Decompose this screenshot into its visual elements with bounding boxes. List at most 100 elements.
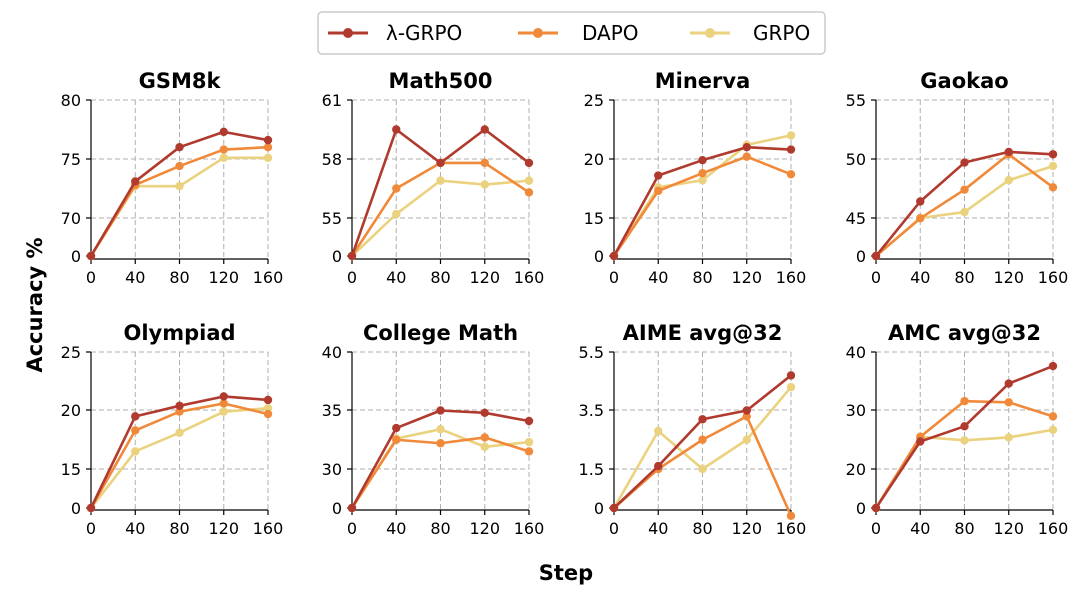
data-point-lambda-grpo: [916, 437, 925, 446]
data-point-lambda-grpo: [1004, 147, 1013, 157]
data-point-dapo: [1004, 398, 1013, 407]
data-point-lambda-grpo: [131, 412, 140, 421]
data-point-grpo: [1048, 161, 1058, 171]
data-point-lambda-grpo: [392, 423, 401, 433]
data-point-dapo: [654, 186, 663, 196]
data-point-dapo: [480, 433, 489, 442]
x-tick-label: 40: [125, 268, 145, 287]
data-point-grpo: [392, 209, 401, 219]
panel-amc-avg-32: AMC avg@32 0 20 30 40 0 40 80 120 160: [846, 321, 1069, 538]
data-point-lambda-grpo: [1048, 150, 1058, 159]
y-tick-label: 15: [61, 460, 81, 479]
data-point-lambda-grpo: [131, 177, 140, 186]
x-tick-label: 80: [430, 519, 450, 538]
y-tick-label: 15: [584, 209, 604, 228]
data-point-lambda-grpo: [347, 251, 357, 261]
data-point-grpo: [436, 176, 445, 185]
x-tick-label: 80: [430, 268, 450, 287]
x-tick-label: 0: [871, 268, 881, 287]
x-tick-label: 40: [910, 268, 930, 287]
data-point-grpo: [436, 425, 445, 434]
data-point-grpo: [786, 131, 796, 140]
legend-label-grpo: GRPO: [753, 21, 810, 45]
x-tick-label: 120: [208, 268, 239, 287]
data-point-lambda-grpo: [654, 461, 663, 471]
y-tick-label: 20: [61, 401, 81, 420]
x-tick-label: 160: [776, 268, 807, 287]
data-point-lambda-grpo: [175, 401, 184, 411]
data-point-dapo: [131, 426, 140, 435]
data-point-dapo: [524, 188, 534, 197]
y-tick-label: 30: [322, 460, 342, 479]
legend-marker-lambda-grpo: [343, 28, 353, 38]
data-point-dapo: [263, 143, 273, 152]
x-tick-label: 0: [871, 519, 881, 538]
y-tick-label: 0: [71, 499, 81, 518]
y-tick-label: 0: [71, 247, 81, 266]
y-tick-label: 0: [594, 499, 604, 518]
legend-label-lambda-grpo: λ-GRPO: [386, 21, 462, 45]
data-point-lambda-grpo: [347, 503, 357, 513]
x-tick-label: 0: [86, 268, 96, 287]
data-point-lambda-grpo: [786, 145, 796, 154]
data-point-dapo: [175, 161, 184, 171]
x-tick-label: 40: [386, 268, 406, 287]
data-point-dapo: [480, 158, 489, 168]
x-tick-label: 0: [347, 519, 357, 538]
data-point-grpo: [524, 176, 534, 185]
legend: λ-GRPO DAPO GRPO: [317, 11, 826, 55]
data-point-grpo: [1004, 176, 1013, 185]
y-tick-label: 1.5: [579, 460, 604, 479]
x-tick-label: 80: [692, 519, 712, 538]
data-point-dapo: [698, 168, 707, 178]
panel-minerva: Minerva 0 15 20 25 0 40 80 120 160: [584, 69, 807, 287]
data-point-lambda-grpo: [742, 143, 751, 152]
panel-olympiad: Olympiad 0 15 20 25 0 40 80 120 160: [61, 321, 284, 538]
panel-title-olympiad: Olympiad: [123, 321, 235, 345]
x-tick-label: 160: [514, 268, 545, 287]
x-tick-label: 0: [609, 268, 619, 287]
data-point-dapo: [175, 407, 184, 416]
y-tick-label: 40: [846, 343, 866, 362]
data-point-grpo: [480, 180, 489, 189]
data-point-lambda-grpo: [786, 371, 796, 380]
panel-math500: Math500 0 55 58 61 0 40 80 120 160: [322, 69, 545, 287]
x-tick-label: 40: [648, 519, 668, 538]
data-point-lambda-grpo: [480, 408, 489, 418]
data-point-grpo: [960, 207, 969, 217]
y-tick-label: 58: [322, 150, 342, 169]
panel-title-math500: Math500: [389, 69, 493, 93]
panel-title-amc-avg-32: AMC avg@32: [888, 321, 1041, 345]
data-point-lambda-grpo: [219, 392, 228, 401]
data-point-grpo: [263, 403, 273, 413]
y-tick-label: 0: [594, 247, 604, 266]
y-tick-label: 40: [322, 343, 342, 362]
data-point-dapo: [263, 409, 273, 419]
data-point-lambda-grpo: [1048, 361, 1058, 371]
data-point-lambda-grpo: [960, 158, 969, 167]
y-tick-label: 61: [322, 91, 342, 110]
x-tick-label: 40: [125, 519, 145, 538]
data-point-grpo: [960, 436, 969, 445]
data-point-lambda-grpo: [742, 406, 751, 415]
data-point-dapo: [786, 511, 796, 520]
data-point-grpo: [524, 437, 534, 447]
y-tick-label: 55: [322, 209, 342, 228]
data-point-lambda-grpo: [609, 503, 619, 513]
data-point-lambda-grpo: [1004, 379, 1013, 388]
data-point-grpo: [698, 176, 707, 185]
x-tick-label: 0: [609, 519, 619, 538]
y-tick-label: 35: [322, 401, 342, 420]
data-point-lambda-grpo: [480, 125, 489, 134]
x-tick-label: 120: [993, 268, 1024, 287]
x-tick-label: 120: [731, 268, 762, 287]
data-point-grpo: [654, 426, 663, 436]
data-point-dapo: [960, 185, 969, 194]
data-point-dapo: [742, 152, 751, 161]
x-tick-label: 0: [86, 519, 96, 538]
data-point-lambda-grpo: [654, 171, 663, 180]
data-point-grpo: [175, 428, 184, 437]
panel-college-math: College Math 0 30 35 40 0 40 80 120 160: [322, 321, 545, 538]
y-tick-label: 80: [61, 91, 81, 110]
data-point-lambda-grpo: [609, 251, 619, 261]
